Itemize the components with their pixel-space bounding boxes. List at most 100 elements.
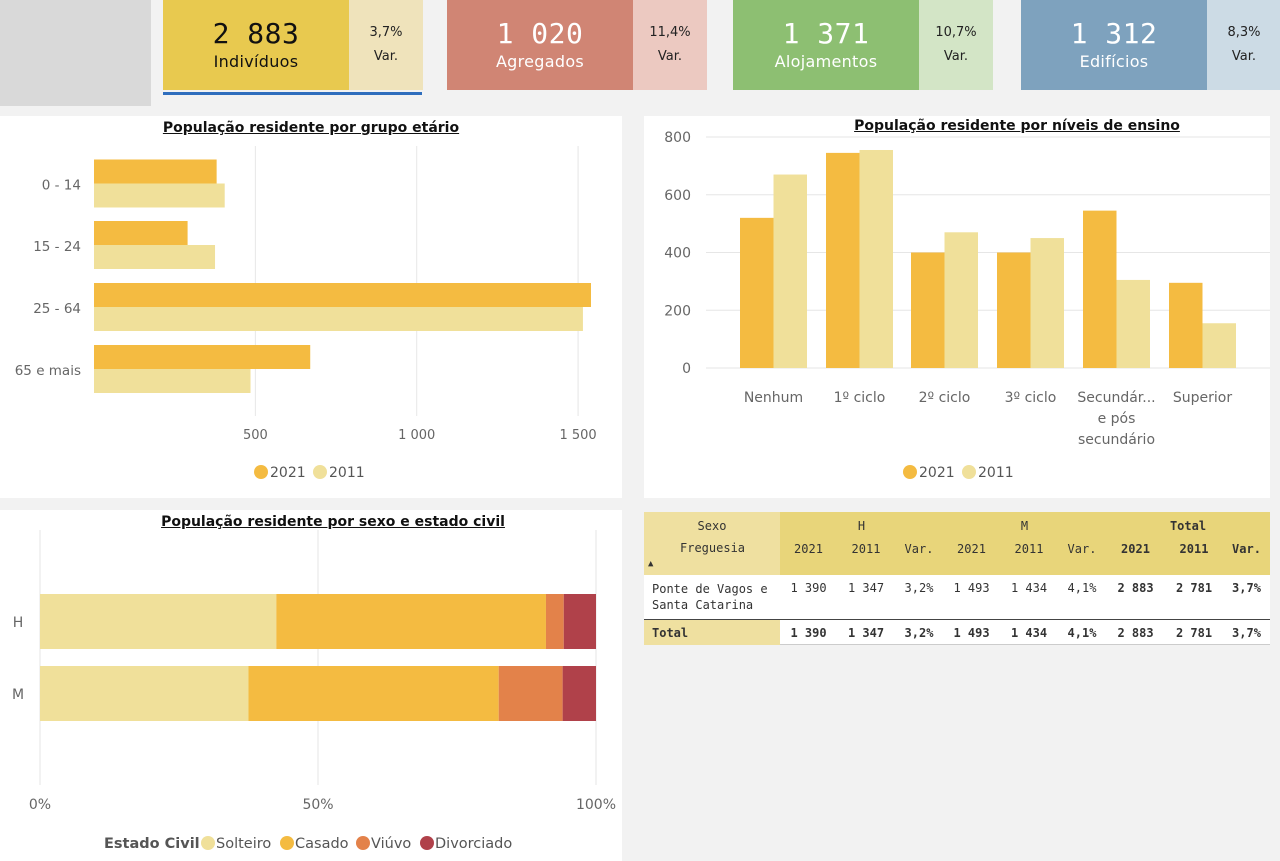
kpi-individuos[interactable]: 2 883 Indivíduos 3,7% Var. <box>163 0 423 90</box>
kpi-edificios[interactable]: 1 312 Edifícios 8,3% Var. <box>1021 0 1280 90</box>
bar-segment-Solteiro-H <box>40 594 277 649</box>
bar-2021-1 <box>826 152 860 368</box>
x-tick-label: 0% <box>29 797 51 813</box>
bar-2021-2 <box>911 252 945 368</box>
total-cell: 3,2% <box>904 625 934 640</box>
y-tick-label: 600 <box>664 188 691 204</box>
x-category-label: 2º ciclo <box>919 390 971 406</box>
table-cell: 2 781 <box>1175 581 1213 595</box>
table-cell: 2 883 <box>1117 581 1154 595</box>
kpi-var-label: Var. <box>943 49 969 64</box>
x-category-label: 1º ciclo <box>834 390 886 406</box>
bar-segment-Casado-H <box>276 594 546 649</box>
kpi-edificios-main: 1 312 Edifícios <box>1021 0 1207 90</box>
kpi-var-value: 8,3% <box>1227 25 1261 40</box>
header-m[interactable]: M <box>1020 518 1029 533</box>
column-header: 2011 <box>851 542 881 556</box>
bar-2021-25---64 <box>94 283 591 307</box>
logo-placeholder <box>0 0 151 106</box>
legend-label: Casado <box>295 836 349 852</box>
kpi-alojamentos[interactable]: 1 371 Alojamentos 10,7% Var. <box>733 0 993 90</box>
legend-title: Estado Civil <box>104 836 200 852</box>
legend-marker-2021 <box>903 465 917 479</box>
kpi-value: 2 883 <box>212 17 300 50</box>
bar-2021-65-e-mais <box>94 345 311 369</box>
legend-marker-2021 <box>254 465 268 479</box>
legend-label: 2011 <box>329 465 365 481</box>
bar-2011-5 <box>1202 323 1236 368</box>
y-tick-label: 800 <box>664 130 691 146</box>
kpi-var-label: Var. <box>1231 49 1257 64</box>
legend-label: Viúvo <box>371 836 411 852</box>
table-cell: 3,7% <box>1232 581 1261 595</box>
kpi-individuos-main: 2 883 Indivíduos <box>163 0 349 90</box>
sort-ascending-icon[interactable]: ▲ <box>648 559 654 569</box>
bar-2021-3 <box>997 252 1031 368</box>
column-header: Var. <box>1067 542 1097 556</box>
header-freguesia-label: Freguesia <box>680 541 746 555</box>
x-category-label: Nenhum <box>744 390 803 406</box>
kpi-value: 1 020 <box>496 17 584 50</box>
legend-label: 2021 <box>270 465 306 481</box>
bar-2011-0---14 <box>94 183 225 208</box>
total-label: Total <box>644 620 780 645</box>
y-tick-label: 200 <box>664 303 691 319</box>
column-header: 2021 <box>957 542 986 556</box>
x-tick-label: 100% <box>576 797 616 813</box>
kpi-var-value: 3,7% <box>369 25 403 40</box>
bar-segment-Divorciado-H <box>563 594 596 649</box>
y-category-label: M <box>12 687 24 703</box>
education-chart-panel: População residente por níveis de ensino… <box>644 116 1270 498</box>
y-category-label: 0 - 14 <box>42 178 81 194</box>
table-cell: 3,2% <box>904 581 934 595</box>
civil-status-chart: 0% 50% 100% H M Estado Civil Solteiro Casado Viú… <box>12 530 616 852</box>
bar-segment-Casado-M <box>248 666 499 721</box>
x-category-label: secundário <box>1078 432 1155 448</box>
table-header-row: Sexo H M Total <box>644 512 1270 539</box>
population-table: Sexo H M Total Freguesia ▲ 2021 2011 Var. 2… <box>644 512 1270 645</box>
y-tick-label: 0 <box>682 361 691 377</box>
legend-marker-Casado <box>280 836 294 850</box>
age-group-chart-panel: População residente por grupo etário 500… <box>0 116 622 498</box>
kpi-value: 1 371 <box>782 17 870 50</box>
column-header: 2011 <box>1014 542 1044 556</box>
kpi-var-value: 10,7% <box>935 25 977 40</box>
freguesia-name-line2: Santa Catarina <box>652 598 754 612</box>
header-total[interactable]: Total <box>1169 518 1207 533</box>
x-category-label: Secundár... <box>1077 390 1155 406</box>
column-header: 2021 <box>1121 542 1150 556</box>
row-freguesia-name: Ponte de Vagos e Santa Catarina <box>644 575 780 619</box>
legend-marker-Solteiro <box>201 836 215 850</box>
y-category-label: 25 - 64 <box>33 301 81 317</box>
bar-2011-1 <box>859 149 893 368</box>
chart-title: População residente por níveis de ensino <box>854 118 1180 134</box>
x-tick-label: 50% <box>302 797 333 813</box>
bar-2011-2 <box>944 232 978 368</box>
bar-2011-3 <box>1030 238 1064 368</box>
bar-segment-Viúvo-M <box>498 666 563 721</box>
bar-2021-0 <box>740 217 774 368</box>
header-h[interactable]: H <box>857 518 866 533</box>
bar-2021-4 <box>1083 210 1117 368</box>
column-header: Var. <box>904 542 934 556</box>
bar-segment-Divorciado-M <box>562 666 596 721</box>
table-cell: 4,1% <box>1067 581 1097 595</box>
chart-title: População residente por sexo e estado ci… <box>161 514 505 530</box>
kpi-label: Edifícios <box>1079 52 1149 71</box>
kpi-variation: 11,4% Var. <box>633 0 707 90</box>
header-freguesia[interactable]: Freguesia ▲ <box>644 539 780 575</box>
x-tick-label: 1 000 <box>398 428 435 443</box>
bar-2011-15---24 <box>94 245 216 269</box>
legend-marker-Viúvo <box>356 836 370 850</box>
table-subheader-row: Freguesia ▲ 2021 2011 Var. 2021 2011 Var. 2021… <box>644 539 1270 575</box>
table-row: Ponte de Vagos e Santa Catarina 1 390 1 3… <box>644 575 1270 619</box>
kpi-label: Indivíduos <box>213 52 299 71</box>
x-tick-label: 500 <box>243 428 268 443</box>
kpi-var-label: Var. <box>657 49 683 64</box>
chart-title: População residente por grupo etário <box>162 120 460 136</box>
legend-marker-2011 <box>313 465 327 479</box>
kpi-agregados[interactable]: 1 020 Agregados 11,4% Var. <box>447 0 707 90</box>
kpi-label: Agregados <box>495 52 585 71</box>
kpi-variation: 3,7% Var. <box>349 0 423 90</box>
legend-label: 2021 <box>919 465 955 481</box>
